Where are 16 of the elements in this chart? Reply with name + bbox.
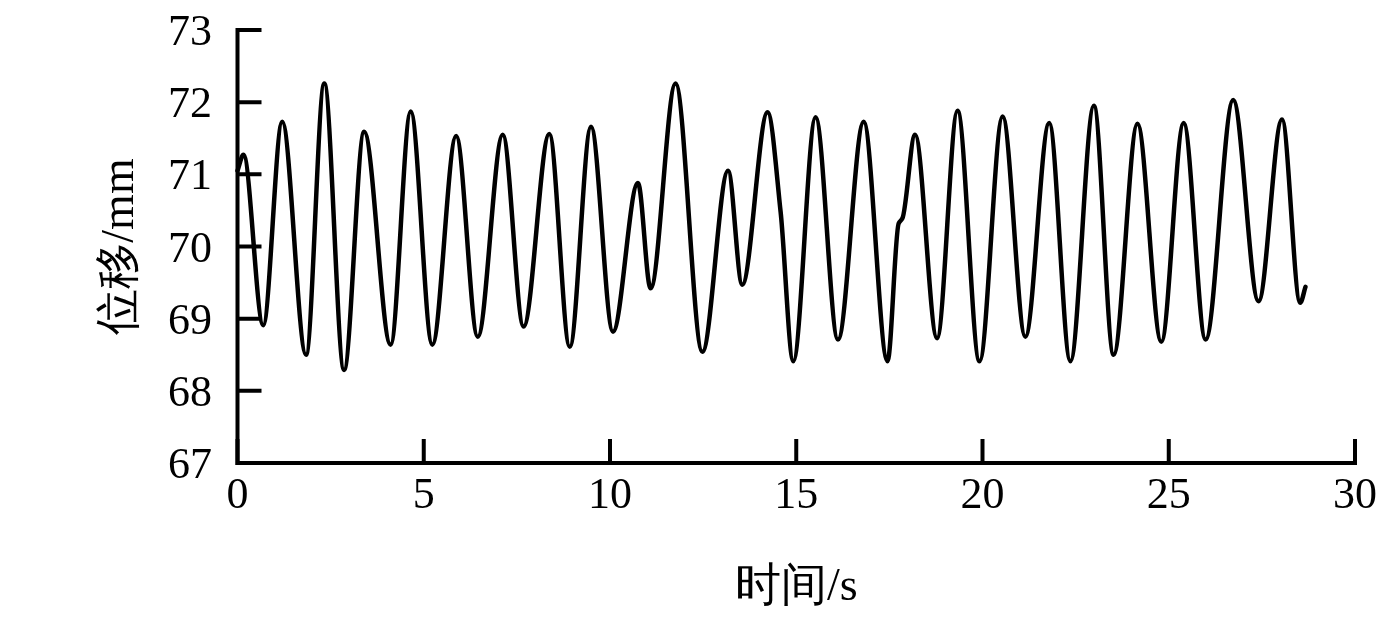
x-tick-label: 20 [960,469,1005,518]
x-tick-label: 25 [1146,469,1191,518]
y-axis-title: 位移/mm [92,158,143,335]
y-tick-label: 71 [168,150,212,200]
y-tick-label: 70 [168,222,212,272]
x-tick-label: 5 [412,469,435,518]
x-tick-label: 30 [1333,469,1377,518]
y-tick-label: 67 [168,439,212,488]
x-tick-label: 0 [226,469,249,518]
x-tick-label: 15 [774,469,819,518]
y-tick-label: 73 [168,6,212,55]
y-tick-label: 68 [168,366,212,416]
y-tick-label: 69 [168,294,212,344]
x-tick-label: 10 [588,469,632,518]
x-axis-title: 时间/s [734,559,858,610]
y-tick-label: 72 [168,78,212,128]
